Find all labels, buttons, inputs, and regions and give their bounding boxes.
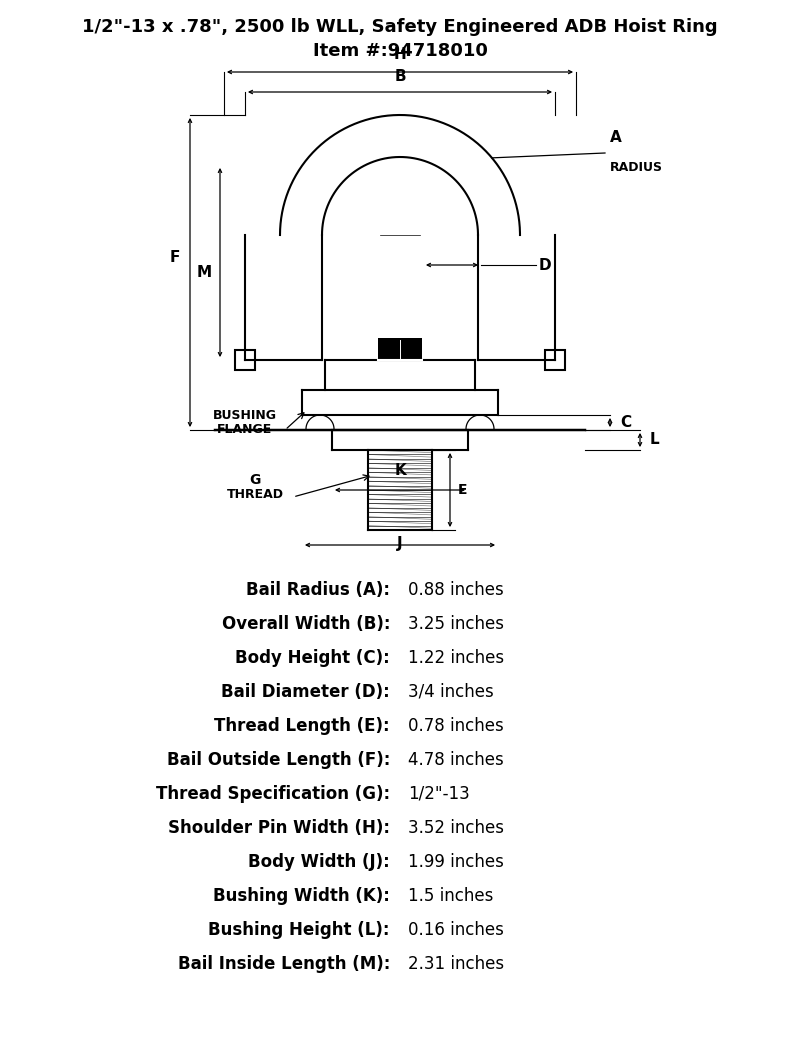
Text: THREAD: THREAD <box>226 488 283 501</box>
Text: Thread Length (E):: Thread Length (E): <box>214 717 390 735</box>
Text: F: F <box>170 250 180 265</box>
Text: Bushing Width (K):: Bushing Width (K): <box>213 887 390 905</box>
Text: Body Width (J):: Body Width (J): <box>248 853 390 871</box>
Text: 1.5 inches: 1.5 inches <box>408 887 494 905</box>
Text: 0.88 inches: 0.88 inches <box>408 581 504 600</box>
Text: A: A <box>610 130 622 145</box>
Text: H: H <box>394 47 406 62</box>
Bar <box>378 338 422 359</box>
Text: Bail Radius (A):: Bail Radius (A): <box>246 581 390 600</box>
Text: Bail Outside Length (F):: Bail Outside Length (F): <box>166 751 390 769</box>
Text: RADIUS: RADIUS <box>610 161 663 174</box>
Text: 3.52 inches: 3.52 inches <box>408 819 504 837</box>
Text: Item #:94718010: Item #:94718010 <box>313 42 487 60</box>
Text: J: J <box>397 536 403 551</box>
Text: Thread Specification (G):: Thread Specification (G): <box>156 785 390 803</box>
Text: 4.78 inches: 4.78 inches <box>408 751 504 769</box>
Bar <box>545 350 565 370</box>
Text: B: B <box>394 69 406 84</box>
Text: Overall Width (B):: Overall Width (B): <box>222 615 390 633</box>
Text: E: E <box>458 483 467 497</box>
Text: 1.22 inches: 1.22 inches <box>408 649 504 667</box>
Text: 1.99 inches: 1.99 inches <box>408 853 504 871</box>
Text: Bail Diameter (D):: Bail Diameter (D): <box>222 683 390 701</box>
Text: BUSHING: BUSHING <box>213 409 277 422</box>
Text: 3.25 inches: 3.25 inches <box>408 615 504 633</box>
Text: 2.31 inches: 2.31 inches <box>408 955 504 973</box>
Text: 0.16 inches: 0.16 inches <box>408 921 504 939</box>
Text: 1/2"-13: 1/2"-13 <box>408 785 470 803</box>
Text: 0.78 inches: 0.78 inches <box>408 717 504 735</box>
Bar <box>235 350 255 370</box>
Text: Body Height (C):: Body Height (C): <box>235 649 390 667</box>
Text: K: K <box>394 463 406 478</box>
Text: Shoulder Pin Width (H):: Shoulder Pin Width (H): <box>168 819 390 837</box>
Text: 3/4 inches: 3/4 inches <box>408 683 494 701</box>
Bar <box>325 359 475 415</box>
Text: G: G <box>250 473 261 487</box>
Text: 1/2"-13 x .78", 2500 lb WLL, Safety Engineered ADB Hoist Ring: 1/2"-13 x .78", 2500 lb WLL, Safety Engi… <box>82 18 718 36</box>
Text: D: D <box>539 258 552 272</box>
Text: Bushing Height (L):: Bushing Height (L): <box>209 921 390 939</box>
Text: M: M <box>197 265 212 279</box>
Text: C: C <box>620 415 631 430</box>
Text: L: L <box>650 432 660 448</box>
Text: FLANGE: FLANGE <box>218 423 273 436</box>
Text: Bail Inside Length (M):: Bail Inside Length (M): <box>178 955 390 973</box>
